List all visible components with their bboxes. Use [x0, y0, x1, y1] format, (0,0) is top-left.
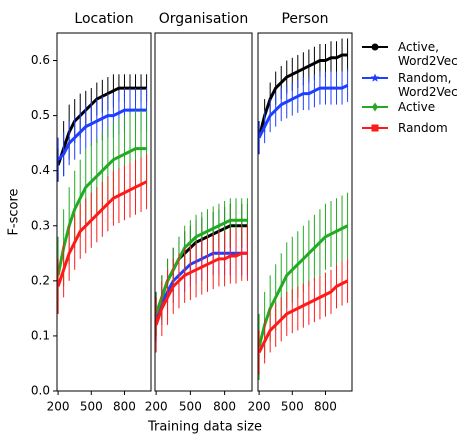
legend-label: Random — [398, 121, 448, 135]
panel-plot — [155, 198, 248, 353]
y-tick-label: 0.5 — [31, 108, 50, 122]
panel-frame — [56, 32, 152, 392]
series-line — [57, 108, 147, 161]
series-line — [258, 279, 349, 354]
panel-frame — [154, 32, 253, 392]
x-tick-label: 500 — [281, 400, 304, 414]
y-tick-label: 0.0 — [31, 384, 50, 398]
panel-title: Location — [74, 11, 133, 27]
x-tick-label: 800 — [213, 400, 236, 414]
series-line — [258, 224, 349, 348]
legend-label: Active — [398, 100, 436, 114]
legend-marker — [372, 102, 378, 112]
x-tick-label: 200 — [47, 400, 70, 414]
panel-title: Organisation — [159, 11, 248, 27]
panel-title: Person — [281, 11, 328, 27]
x-tick-label: 500 — [179, 400, 202, 414]
x-tick-label: 500 — [80, 400, 103, 414]
legend-marker — [370, 73, 380, 82]
legend-marker — [371, 124, 379, 132]
y-tick-label: 0.4 — [31, 163, 50, 177]
series-line — [258, 83, 349, 139]
legend-marker — [371, 43, 379, 51]
x-tick-label: 800 — [113, 400, 136, 414]
legend-label: Random, Word2Vec — [398, 71, 458, 99]
x-tick-label: 800 — [314, 400, 337, 414]
series-line — [155, 251, 248, 326]
series-line — [57, 180, 148, 287]
y-tick-label: 0.3 — [31, 218, 50, 232]
x-tick-label: 200 — [145, 400, 168, 414]
x-tick-label: 200 — [248, 400, 271, 414]
y-tick-label: 0.6 — [31, 53, 50, 67]
legend-label: Active, Word2Vec — [398, 40, 458, 68]
y-axis-label: F-score — [7, 188, 22, 235]
series-line — [258, 53, 348, 139]
x-axis-label: Training data size — [147, 420, 262, 435]
panel-plot — [258, 38, 349, 380]
y-tick-label: 0.2 — [31, 273, 50, 287]
series-line — [155, 218, 248, 315]
panel-plot — [57, 74, 148, 314]
y-tick-label: 0.1 — [31, 328, 50, 342]
series-line — [57, 147, 147, 276]
panel-frame — [257, 32, 353, 392]
